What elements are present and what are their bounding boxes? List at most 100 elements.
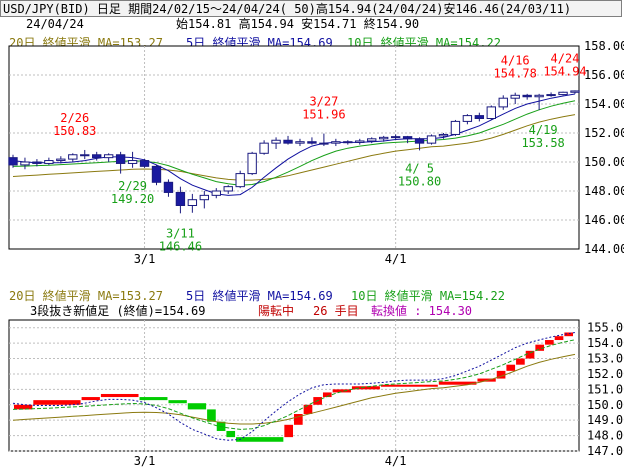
candle-body	[80, 154, 90, 157]
brick	[168, 400, 187, 404]
lower-x-tick: 3/1	[134, 454, 156, 468]
candle-body	[139, 160, 150, 167]
brick	[564, 332, 573, 337]
annotation-date: 4/16	[501, 54, 530, 68]
candle-body	[426, 135, 437, 144]
candle-body	[510, 94, 520, 99]
candle-body	[175, 191, 186, 206]
candle-body	[163, 181, 174, 193]
header-ohlc: 始154.81 高154.94 安154.71 終154.90	[176, 17, 420, 31]
candle-body	[498, 97, 508, 108]
brick	[284, 424, 293, 438]
upper-y-tick: 156.00	[584, 68, 624, 82]
candle-body	[283, 139, 293, 144]
lower-y-tick: 152.00	[587, 367, 624, 381]
annotation-date: 3/11	[166, 226, 195, 240]
candle-body	[558, 91, 568, 96]
brick-info-pivot: 転換値 : 154.30	[371, 304, 473, 318]
upper-plot-frame	[8, 45, 580, 250]
candle-body	[235, 173, 245, 188]
annotation-value: 154.94	[543, 64, 586, 78]
annotation-date: 3/27	[309, 95, 338, 109]
lower-y-tick: 155.00	[587, 321, 624, 335]
annotation-date: 2/26	[60, 111, 89, 125]
candle-body	[151, 165, 162, 183]
header-bar	[0, 0, 622, 17]
brick	[139, 397, 168, 401]
header-summary: USD/JPY(BID) 日足 期間24/02/15～24/04/24( 50)…	[3, 2, 572, 16]
candle-body	[92, 154, 102, 159]
lower-y-tick: 147.00	[587, 444, 624, 458]
candle-body	[390, 136, 401, 139]
upper-y-tick: 154.00	[584, 97, 624, 111]
brick	[496, 370, 506, 379]
brick	[81, 397, 100, 401]
annotation-value: 150.83	[53, 124, 96, 138]
lower-ma20-line	[12, 353, 576, 425]
upper-y-tick: 144.00	[584, 242, 624, 256]
candle-body	[450, 120, 461, 135]
annotation-date: 4/19	[529, 123, 558, 137]
candle-body	[438, 133, 449, 137]
header-date: 24/04/24	[26, 17, 84, 31]
upper-ma20-line	[12, 114, 576, 181]
lower-legend-ma10: 10日 終値平滑 MA=154.22	[351, 289, 505, 303]
brick	[506, 364, 516, 371]
candle-body	[534, 94, 544, 98]
candle-body	[570, 90, 580, 93]
lower-y-tick: 151.00	[587, 382, 624, 396]
brick	[322, 392, 332, 398]
candle-body	[295, 141, 305, 144]
candle-body	[103, 154, 114, 159]
lower-y-tick: 148.00	[587, 429, 624, 443]
candle-body	[68, 154, 78, 160]
upper-y-tick: 158.00	[584, 39, 624, 53]
candle-body	[115, 154, 126, 164]
candle-body	[307, 141, 317, 144]
upper-x-tick: 3/1	[134, 252, 156, 266]
candle-body	[331, 141, 341, 144]
candle-body	[127, 160, 138, 164]
candle-body	[367, 138, 377, 142]
brick	[332, 389, 351, 393]
candle-body	[546, 94, 556, 97]
brick	[294, 414, 303, 425]
lower-y-tick: 150.00	[587, 398, 624, 412]
upper-ma10-line	[12, 100, 576, 186]
lower-y-tick: 149.00	[587, 413, 624, 427]
brick	[33, 400, 81, 405]
candle-body	[247, 152, 257, 175]
candle-body	[355, 140, 365, 143]
annotation-value: 149.20	[111, 192, 154, 206]
brick	[545, 340, 554, 345]
annotation-value: 146.46	[159, 239, 202, 253]
lower-y-tick: 154.00	[587, 336, 624, 350]
brick	[207, 409, 216, 422]
candle-body	[20, 161, 30, 166]
upper-x-tick: 4/1	[385, 252, 407, 266]
brick	[554, 336, 564, 341]
brick-info-state: 陽転中	[258, 304, 295, 318]
lower-plot-frame	[8, 319, 580, 452]
annotation-value: 154.78	[494, 67, 537, 81]
candle-body	[223, 186, 233, 192]
brick	[438, 381, 477, 385]
brick	[100, 393, 139, 398]
upper-y-tick: 146.00	[584, 213, 624, 227]
candle-body	[187, 199, 198, 206]
brick	[380, 384, 438, 387]
brick-info-count: 26 手目	[313, 304, 359, 318]
candle-body	[522, 94, 532, 98]
lower-legend-ma20: 20日 終値平滑 MA=153.27	[9, 289, 163, 303]
annotation-date: 4/24	[551, 51, 580, 65]
upper-y-tick: 152.00	[584, 126, 624, 140]
upper-y-tick: 148.00	[584, 184, 624, 198]
candle-body	[474, 115, 485, 119]
candle-body	[486, 106, 496, 120]
annotation-value: 153.58	[521, 136, 564, 150]
candle-body	[44, 160, 54, 164]
candle-body	[402, 136, 413, 140]
